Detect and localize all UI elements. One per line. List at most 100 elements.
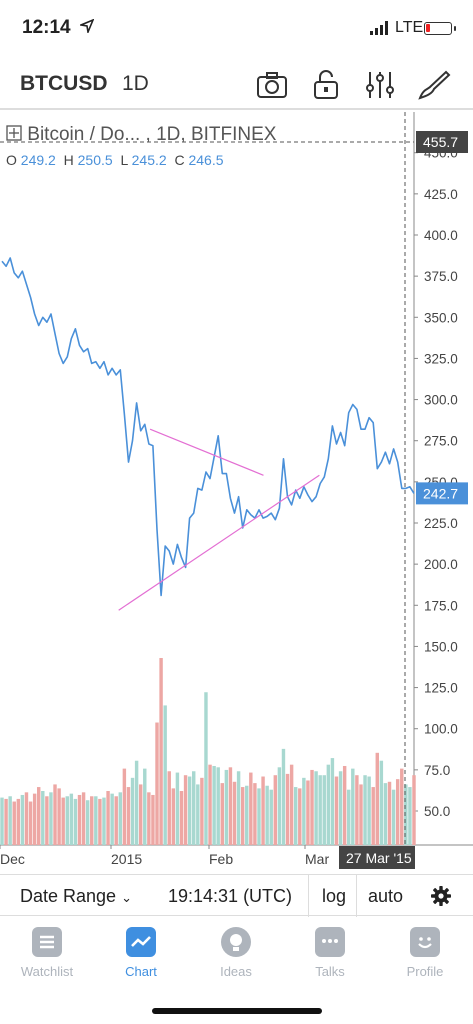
timeframe-button[interactable]: 1D	[122, 72, 149, 95]
volume-bar	[126, 787, 131, 845]
volume-bar	[285, 773, 290, 845]
symbol-button[interactable]: BTCUSD	[20, 72, 108, 95]
volume-bar	[118, 792, 123, 845]
gear-icon[interactable]	[430, 885, 452, 907]
volume-bar	[167, 771, 171, 845]
volume-bar	[0, 797, 4, 845]
watchlist-icon	[32, 927, 62, 957]
price-tick-label: 200.0	[424, 557, 458, 572]
chart-canvas[interactable]: 50.0 75.0 100.0 125.0 150.0 175.0 200.0 225.0 25…	[0, 112, 473, 870]
volume-bar	[196, 784, 200, 845]
volume-bar	[408, 787, 412, 845]
chevron-down-icon: ⌄	[121, 890, 132, 905]
volume-bar	[322, 775, 326, 845]
time-tick-label: Feb	[209, 851, 233, 867]
date-range-button[interactable]: Date Range ⌄	[20, 886, 132, 907]
price-tick-label: 50.0	[424, 804, 450, 819]
volume-bar	[73, 798, 78, 845]
time-tick-label: Dec	[0, 851, 25, 867]
tab-talks[interactable]: Talks	[283, 927, 377, 991]
last-price-badge	[416, 482, 468, 505]
lock-icon[interactable]	[308, 68, 344, 102]
signal-icon	[370, 21, 388, 35]
tab-ideas[interactable]: Ideas	[189, 927, 283, 991]
chart-icon	[126, 927, 156, 957]
camera-icon[interactable]	[254, 68, 290, 102]
volume-bar	[240, 787, 245, 845]
volume-bar	[387, 781, 392, 845]
volume-bar	[265, 785, 269, 845]
drawing-tools-icon[interactable]	[416, 68, 452, 102]
home-indicator	[152, 1008, 322, 1014]
volume-bar	[28, 801, 33, 845]
high-label: H	[63, 152, 74, 168]
price-tick-label: 400.0	[424, 228, 458, 243]
volume-bar	[310, 769, 314, 845]
volume-bar	[102, 797, 106, 845]
tab-label: Talks	[315, 964, 345, 979]
volume-bar	[391, 789, 396, 845]
tab-label: Profile	[406, 964, 444, 979]
log-scale-toggle[interactable]: log	[322, 886, 347, 906]
volume-bar	[318, 775, 322, 845]
volume-bar	[383, 783, 388, 845]
tab-chart[interactable]: Chart	[94, 927, 188, 991]
close-value: 246.5	[188, 152, 224, 168]
volume-bar	[326, 764, 331, 845]
auto-scale-toggle[interactable]: auto	[368, 886, 404, 906]
volume-bar	[367, 776, 371, 845]
volume-bar	[187, 776, 192, 845]
volume-bar	[216, 767, 220, 845]
status-bar: 12:14 LTE	[0, 0, 473, 60]
volume-bar	[355, 775, 359, 845]
price-chart[interactable]: 50.0 75.0 100.0 125.0 150.0 175.0 200.0 225.0 25…	[0, 112, 473, 870]
chart-bottom-bar: Date Range ⌄ 19:14:31 (UTC) log auto	[0, 874, 473, 917]
volume-bar	[69, 793, 74, 845]
price-line	[1, 257, 415, 597]
indicators-icon[interactable]	[362, 68, 398, 102]
low-label: L	[120, 152, 128, 168]
crosshair-date-badge	[339, 846, 415, 869]
volume-bar	[32, 793, 37, 845]
volume-bar	[81, 792, 86, 845]
crosshair-price-badge	[416, 131, 468, 153]
volume-bar	[253, 783, 257, 845]
collapse-legend-icon[interactable]	[6, 125, 22, 141]
volume-bar	[379, 760, 384, 845]
tab-label: Chart	[125, 964, 157, 979]
volume-bar	[106, 791, 110, 845]
price-tick-label: 75.0	[424, 763, 450, 778]
volume-bar	[8, 796, 12, 845]
price-tick-label: 275.0	[424, 434, 458, 449]
tab-label: Ideas	[220, 964, 252, 979]
volume-bar	[179, 791, 184, 845]
price-tick-label: 100.0	[424, 722, 458, 737]
volume-bar	[98, 798, 102, 845]
volume-bar	[400, 768, 404, 845]
volume-bar	[77, 794, 82, 845]
tab-label: Watchlist	[20, 964, 74, 979]
volume-bar	[45, 796, 49, 845]
legend-title: Bitcoin / Do... , 1D, BITFINEX	[6, 124, 276, 146]
ohlc-legend: O 249.2 H 250.5 L 245.2 C 246.5	[6, 152, 224, 168]
volume-bar	[412, 775, 416, 845]
volume-bar	[57, 788, 61, 845]
volume-bar	[134, 760, 139, 845]
volume-bar	[314, 771, 318, 845]
volume-bar	[183, 775, 188, 845]
volume-bar	[41, 791, 45, 845]
tab-profile[interactable]: Profile	[378, 927, 472, 991]
high-value: 250.5	[77, 152, 113, 168]
profile-icon	[410, 927, 440, 957]
volume-bar	[200, 777, 204, 845]
volume-bar	[138, 784, 143, 845]
volume-bar	[163, 705, 167, 845]
tab-watchlist[interactable]: Watchlist	[0, 927, 94, 991]
volume-bar	[204, 692, 208, 845]
volume-bar	[302, 777, 306, 845]
volume-bar	[130, 777, 135, 845]
utc-clock[interactable]: 19:14:31 (UTC)	[168, 886, 293, 906]
volume-bar	[306, 780, 310, 845]
volume-bar	[269, 789, 273, 845]
price-tick-label: 150.0	[424, 639, 458, 654]
